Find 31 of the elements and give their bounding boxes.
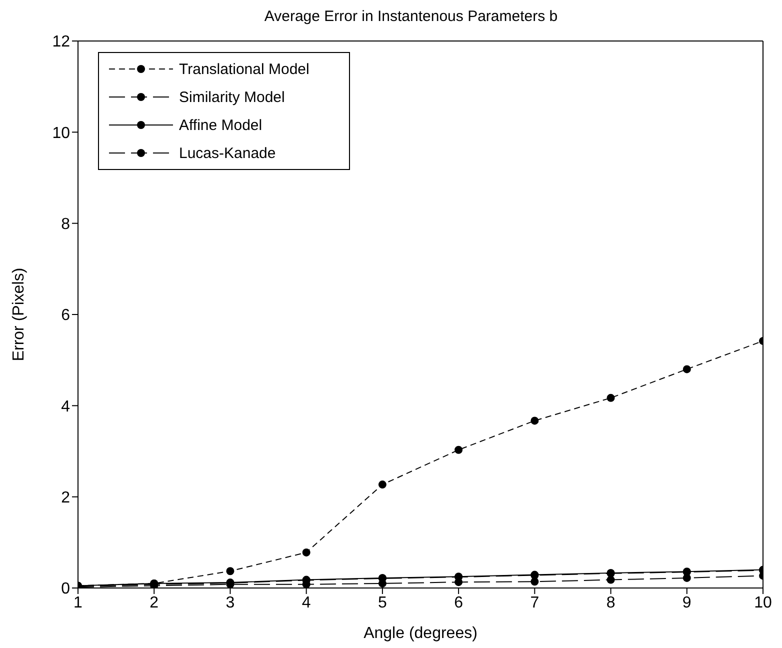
point <box>606 394 615 402</box>
legend-label: Lucas-Kanade <box>179 144 276 162</box>
x-tick-label: 3 <box>226 594 235 612</box>
y-tick-label: 2 <box>61 490 70 507</box>
x-tick-label: 6 <box>454 594 464 612</box>
y-tick-label: 0 <box>61 580 70 598</box>
y-tick-label: 12 <box>52 34 70 51</box>
point <box>378 480 386 489</box>
x-tick-label: 5 <box>378 594 387 612</box>
x-tick-label: 8 <box>606 594 616 612</box>
legend-label: Translational Model <box>179 60 310 78</box>
point <box>682 365 691 374</box>
point <box>454 446 463 454</box>
x-tick-label: 10 <box>754 594 772 612</box>
legend-label: Similarity Model <box>179 88 285 106</box>
y-tick-label: 8 <box>61 216 70 234</box>
x-tick-label: 4 <box>302 594 311 612</box>
x-tick-label: 7 <box>530 594 540 612</box>
y-axis-title: Error (Pixels) <box>10 268 28 362</box>
point <box>530 416 539 425</box>
x-tick-label: 9 <box>682 594 692 612</box>
point <box>302 548 310 556</box>
x-axis-title: Angle (degrees) <box>364 625 478 642</box>
y-tick-label: 4 <box>61 398 70 416</box>
point <box>226 567 234 576</box>
legend-label: Affine Model <box>179 116 262 134</box>
x-tick-label: 1 <box>74 594 83 612</box>
y-tick-label: 10 <box>52 124 70 142</box>
x-tick-label: 2 <box>150 594 159 612</box>
chart-title: Average Error in Instantenous Parameters b <box>263 8 559 27</box>
y-tick-label: 6 <box>61 307 70 324</box>
